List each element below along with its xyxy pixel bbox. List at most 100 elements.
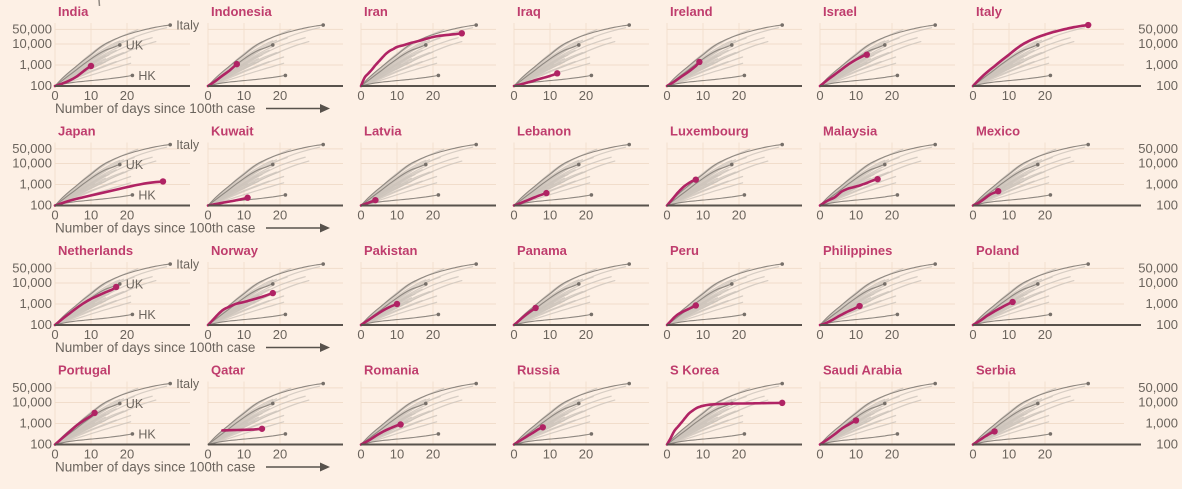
reference-end-dot-italy <box>321 262 326 266</box>
mini-chart-iran: 0 10 20 Iran <box>357 4 496 103</box>
reference-end-dot-hk <box>895 312 900 317</box>
x-tick-label: 0 <box>816 327 823 342</box>
country-title: Lebanon <box>517 124 571 139</box>
mini-chart-kuwait: 0 10 20 Kuwait <box>204 124 343 223</box>
x-tick-label: 10 <box>1002 327 1016 342</box>
x-tick-label: 0 <box>357 327 364 342</box>
reference-line-uk <box>666 402 732 445</box>
x-tick-label: 0 <box>969 88 976 103</box>
reference-line-italy <box>360 263 477 326</box>
mini-chart-philippines: 0 10 20 Philippines <box>816 243 955 342</box>
country-title: Poland <box>976 243 1019 258</box>
background-country-line <box>54 148 139 207</box>
reference-end-dot-italy <box>1086 381 1090 386</box>
background-country-line <box>207 29 292 87</box>
reference-end-dot-uk <box>1036 162 1040 167</box>
background-country-line <box>207 61 270 87</box>
background-country-line <box>666 419 729 446</box>
mini-chart-netherlands: Italy UK HK 0 10 20 Netherlands <box>51 243 199 342</box>
reference-end-dot-uk <box>424 43 428 47</box>
x-tick-label: 20 <box>426 327 440 342</box>
x-tick-label: 0 <box>663 88 670 103</box>
background-country-line <box>360 419 423 446</box>
row-axis-0: 50,00010,0001,00010050,00010,0001,000100… <box>12 21 1178 116</box>
y-axis-label-right: 10,000 <box>1138 395 1178 410</box>
caption-arrow-head <box>320 462 330 472</box>
highlight-line <box>818 53 869 88</box>
reference-line-uk <box>666 163 732 206</box>
reference-end-dot-uk <box>271 43 275 47</box>
annotation-hk: HK <box>138 308 156 322</box>
x-tick-label: 20 <box>120 327 134 342</box>
reference-line-italy <box>819 263 936 326</box>
reference-end-dot-hk <box>283 312 288 317</box>
reference-end-dot-uk <box>883 282 887 286</box>
reference-end-dot-uk <box>271 401 275 406</box>
reference-line-hk <box>207 74 286 87</box>
annotation-hk: HK <box>138 188 156 202</box>
country-title: Qatar <box>211 363 245 378</box>
x-tick-label: 10 <box>390 447 404 462</box>
background-country-line <box>666 422 708 446</box>
reference-end-dot-hk <box>589 73 594 78</box>
y-axis-label-left: 10,000 <box>12 395 52 410</box>
reference-line-italy <box>666 24 783 87</box>
highlight-end-dot <box>244 194 251 201</box>
reference-line-italy <box>513 382 630 445</box>
x-tick-label: 10 <box>543 327 557 342</box>
background-country-line <box>360 387 445 446</box>
reference-end-dot-hk <box>283 432 288 436</box>
background-country-line <box>819 61 882 87</box>
reference-line-hk <box>972 313 1051 326</box>
x-tick-label: 0 <box>51 447 58 462</box>
background-country-line <box>207 148 292 207</box>
x-tick-label: 20 <box>732 88 746 103</box>
reference-end-dot-italy <box>168 142 172 147</box>
reference-line-hk <box>819 194 898 207</box>
highlight-line <box>971 430 996 446</box>
background-country-line <box>207 421 285 446</box>
x-axis-caption: Number of days since 100th case <box>55 340 255 355</box>
reference-end-dot-hk <box>283 193 288 197</box>
reference-end-dot-italy <box>933 142 937 147</box>
reference-line-italy <box>666 143 783 206</box>
highlight-line <box>359 423 402 446</box>
mini-chart-malaysia: 0 10 20 Malaysia <box>816 124 955 223</box>
reference-end-dot-uk <box>577 162 581 167</box>
background-country-line <box>207 183 249 207</box>
country-title: India <box>58 4 89 19</box>
reference-line-italy <box>819 382 936 445</box>
mini-chart-pakistan: 0 10 20 Pakistan <box>357 243 496 342</box>
background-country-line <box>666 183 708 207</box>
reference-line-hk <box>972 194 1051 207</box>
background-country-line <box>360 148 445 207</box>
background-country-line <box>207 180 270 207</box>
highlight-line <box>206 196 249 207</box>
y-axis-label-right: 1,000 <box>1145 177 1178 192</box>
highlight-end-dot <box>856 302 863 310</box>
reference-line-hk <box>972 74 1051 87</box>
reference-line-hk <box>54 74 133 87</box>
country-title: Russia <box>517 363 560 378</box>
reference-end-dot-hk <box>589 193 594 197</box>
mini-chart-saudi-arabia: 0 10 20 Saudi Arabia <box>816 363 955 462</box>
highlight-line <box>53 64 93 88</box>
background-country-line <box>819 302 861 326</box>
x-tick-label: 20 <box>120 88 134 103</box>
reference-line-italy <box>513 24 630 87</box>
country-title: Luxembourg <box>670 124 749 139</box>
x-tick-label: 10 <box>543 208 557 223</box>
y-axis-label-right: 10,000 <box>1138 36 1178 51</box>
reference-line-hk <box>207 313 286 326</box>
x-tick-label: 20 <box>1038 208 1052 223</box>
x-tick-label: 20 <box>1038 447 1052 462</box>
reference-end-dot-hk <box>130 73 135 78</box>
reference-end-dot-uk <box>883 162 887 167</box>
y-axis-label-right: 10,000 <box>1138 275 1178 290</box>
highlight-line <box>665 401 784 446</box>
x-tick-label: 20 <box>426 208 440 223</box>
reference-end-dot-italy <box>321 142 326 147</box>
x-tick-label: 20 <box>885 327 899 342</box>
reference-end-dot-italy <box>933 262 937 266</box>
